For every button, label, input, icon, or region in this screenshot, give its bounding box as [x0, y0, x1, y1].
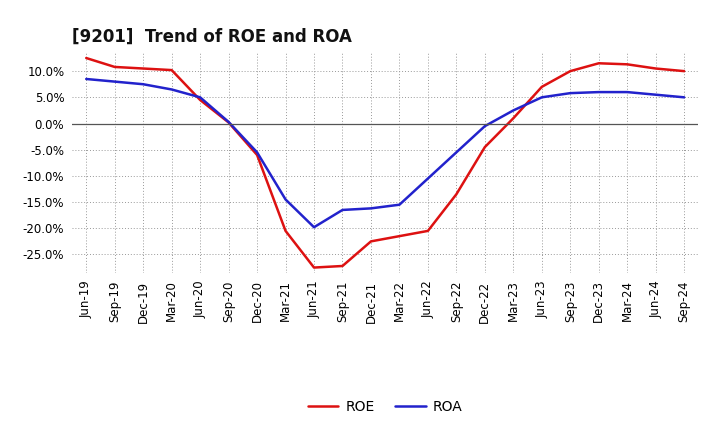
ROE [110, 64, 119, 70]
ROE [623, 62, 631, 67]
ROA [253, 150, 261, 155]
ROE [282, 228, 290, 234]
ROE [566, 69, 575, 74]
Text: [9201]  Trend of ROE and ROA: [9201] Trend of ROE and ROA [72, 28, 352, 46]
ROA [480, 124, 489, 129]
ROA [680, 95, 688, 100]
ROA [225, 119, 233, 125]
ROE [253, 152, 261, 158]
ROA [537, 95, 546, 100]
ROA [139, 81, 148, 87]
ROA [82, 77, 91, 82]
ROA [282, 197, 290, 202]
ROA [652, 92, 660, 97]
ROA [338, 207, 347, 213]
Line: ROE: ROE [86, 58, 684, 268]
ROA [366, 206, 375, 211]
ROA [623, 89, 631, 95]
ROE [395, 234, 404, 239]
Line: ROA: ROA [86, 79, 684, 227]
ROA [310, 224, 318, 230]
ROE [423, 228, 432, 234]
ROA [566, 91, 575, 96]
ROE [652, 66, 660, 71]
ROE [139, 66, 148, 71]
ROE [196, 97, 204, 103]
ROE [225, 120, 233, 125]
ROE [680, 69, 688, 74]
ROE [595, 61, 603, 66]
ROE [366, 239, 375, 244]
ROA [395, 202, 404, 207]
ROA [110, 79, 119, 84]
Legend: ROE, ROA: ROE, ROA [302, 394, 468, 419]
ROE [452, 191, 461, 197]
ROE [310, 265, 318, 270]
ROE [338, 264, 347, 269]
ROE [82, 55, 91, 61]
ROE [167, 67, 176, 73]
ROA [167, 87, 176, 92]
ROA [452, 150, 461, 155]
ROA [423, 176, 432, 181]
ROE [537, 84, 546, 89]
ROA [595, 89, 603, 95]
ROA [196, 95, 204, 100]
ROE [480, 144, 489, 150]
ROA [509, 108, 518, 113]
ROE [509, 116, 518, 121]
